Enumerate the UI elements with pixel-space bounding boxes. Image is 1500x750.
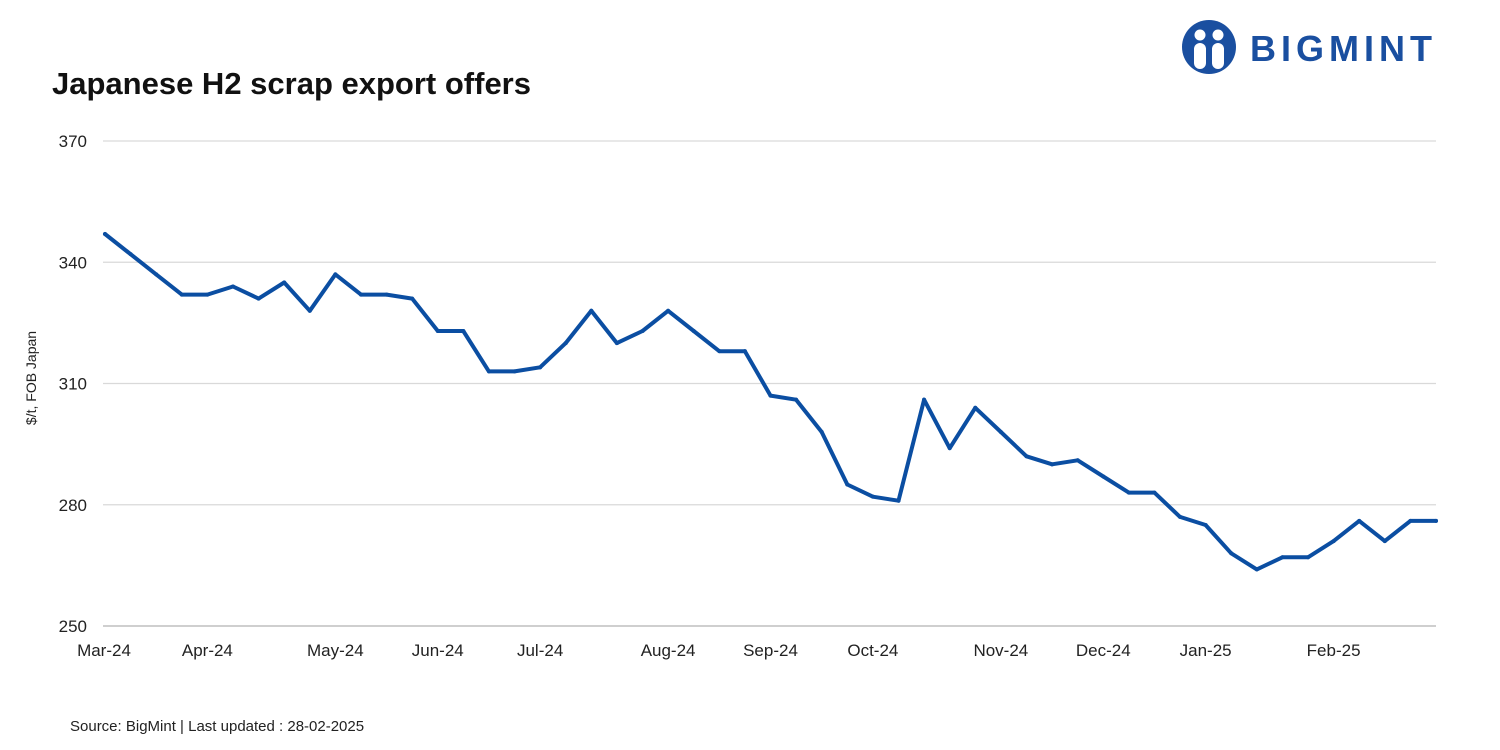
chart-title: Japanese H2 scrap export offers bbox=[52, 66, 531, 101]
data-point bbox=[1357, 518, 1362, 523]
data-point bbox=[1152, 490, 1157, 495]
data-point bbox=[998, 430, 1003, 434]
data-point bbox=[1075, 458, 1080, 463]
y-tick-label: 370 bbox=[59, 132, 87, 151]
x-tick-label: Sep-24 bbox=[743, 641, 798, 660]
data-point bbox=[1101, 474, 1106, 479]
data-point bbox=[640, 328, 645, 333]
x-tick-label: Mar-24 bbox=[77, 641, 131, 660]
data-point bbox=[205, 292, 210, 297]
y-tick-label: 340 bbox=[59, 253, 87, 272]
data-point bbox=[666, 308, 671, 313]
data-point bbox=[256, 296, 261, 301]
data-point bbox=[384, 292, 389, 297]
bigmint-people-logo-icon bbox=[1182, 20, 1236, 74]
data-point bbox=[1050, 462, 1055, 467]
y-tick-label: 250 bbox=[59, 617, 87, 636]
data-point bbox=[845, 482, 850, 487]
data-point bbox=[1178, 514, 1183, 519]
series-line bbox=[103, 232, 1438, 572]
data-point bbox=[870, 494, 875, 499]
data-point bbox=[435, 328, 440, 333]
data-point bbox=[1229, 551, 1234, 556]
brand-name: BIGMINT bbox=[1250, 28, 1437, 69]
x-tick-label: Feb-25 bbox=[1307, 641, 1361, 660]
data-point bbox=[230, 284, 235, 289]
data-point bbox=[1203, 522, 1208, 527]
data-point bbox=[1280, 555, 1285, 560]
data-point bbox=[1331, 539, 1336, 544]
brand-logo: BIGMINT bbox=[1180, 18, 1480, 78]
data-point bbox=[947, 446, 952, 451]
data-point bbox=[768, 393, 773, 398]
x-tick-label: May-24 bbox=[307, 641, 364, 660]
y-tick-label: 280 bbox=[59, 496, 87, 515]
y-axis-label: $/t, FOB Japan bbox=[23, 331, 39, 425]
data-point bbox=[461, 328, 466, 333]
data-point bbox=[1126, 490, 1131, 495]
data-point bbox=[307, 308, 312, 313]
data-point bbox=[410, 296, 415, 301]
x-tick-label: Aug-24 bbox=[641, 641, 696, 660]
data-point bbox=[1306, 555, 1311, 560]
data-point bbox=[1408, 518, 1413, 523]
data-point bbox=[896, 498, 901, 503]
data-point bbox=[794, 397, 799, 402]
data-point bbox=[282, 280, 287, 285]
series-layer bbox=[103, 231, 1438, 572]
x-tick-label: Apr-24 bbox=[182, 641, 233, 660]
x-tick-label: Jan-25 bbox=[1180, 641, 1232, 660]
data-point bbox=[128, 252, 133, 257]
source-note: Source: BigMint | Last updated : 28-02-2… bbox=[70, 718, 365, 735]
data-point bbox=[691, 328, 696, 333]
data-point bbox=[1254, 567, 1259, 572]
grid-lines bbox=[103, 140, 1436, 627]
data-point bbox=[103, 231, 107, 236]
x-tick-label: Dec-24 bbox=[1076, 641, 1131, 660]
x-tick-label: Nov-24 bbox=[973, 641, 1028, 660]
x-tick-label: Jul-24 bbox=[517, 641, 563, 660]
data-point bbox=[922, 397, 927, 402]
data-point bbox=[1382, 539, 1387, 544]
y-tick-label: 310 bbox=[59, 375, 87, 394]
data-point bbox=[333, 272, 338, 277]
x-axis-ticks: Mar-24 Apr-24 May-24 Jun-24 Jul-24 Aug-24 Sep-… bbox=[77, 641, 1360, 660]
data-point bbox=[358, 292, 363, 297]
data-point bbox=[154, 272, 159, 277]
data-point bbox=[589, 308, 594, 313]
data-point bbox=[742, 349, 747, 354]
data-point bbox=[614, 341, 619, 346]
x-tick-label: Oct-24 bbox=[847, 641, 898, 660]
data-point bbox=[717, 349, 722, 354]
data-point bbox=[179, 292, 184, 297]
data-point bbox=[1434, 518, 1438, 523]
data-point bbox=[563, 341, 568, 346]
data-point bbox=[819, 430, 824, 434]
y-axis-ticks: 250 280 310 340 370 bbox=[59, 132, 87, 636]
data-point bbox=[512, 369, 517, 374]
data-point bbox=[486, 369, 491, 374]
data-point bbox=[538, 365, 543, 370]
x-tick-label: Jun-24 bbox=[412, 641, 464, 660]
data-point bbox=[973, 405, 978, 410]
data-point bbox=[1024, 454, 1029, 459]
